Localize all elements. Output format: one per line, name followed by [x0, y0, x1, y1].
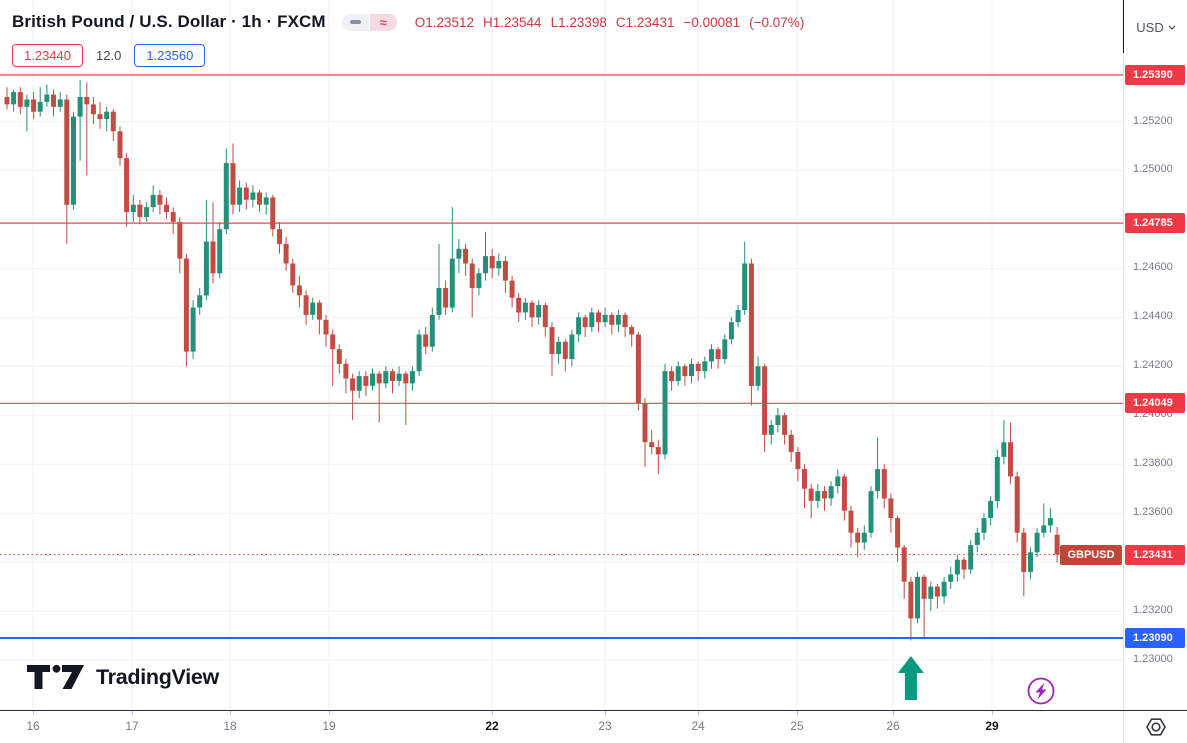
- change-percent: (−0.07%): [749, 14, 805, 30]
- time-tick-label: 16: [26, 719, 40, 733]
- time-tick-label: 29: [985, 719, 999, 733]
- lightning-button[interactable]: [1025, 675, 1057, 707]
- chevron-down-icon: [1168, 25, 1176, 30]
- open-value: 1.23512: [425, 14, 475, 30]
- axis-corner-separator: [1123, 711, 1124, 743]
- candlestick-chart[interactable]: [0, 0, 1123, 710]
- price-tick-label: 1.25200: [1133, 114, 1173, 127]
- time-tick-label: 19: [322, 719, 336, 733]
- low-value: 1.23398: [558, 14, 607, 30]
- indicator-value: 12.0: [96, 47, 122, 63]
- price-level-badge: 1.24049: [1125, 393, 1185, 414]
- price-level-badge: 1.23090: [1125, 628, 1185, 648]
- time-tick: [33, 711, 34, 715]
- time-tick: [329, 711, 330, 715]
- price-tick-label: 1.23800: [1133, 457, 1173, 470]
- hexagon-dot-icon: [1151, 722, 1161, 732]
- price-tick-label: 1.24200: [1133, 359, 1173, 372]
- minus-icon: [349, 20, 361, 24]
- instrument-status-button[interactable]: [1144, 715, 1168, 739]
- tradingview-logo[interactable]: TradingView: [27, 664, 219, 690]
- tradingview-mark-icon: [27, 664, 84, 689]
- price-tick-label: 1.23600: [1133, 506, 1173, 519]
- price-tick-label: 1.24600: [1133, 261, 1173, 274]
- price-tick-label: 1.23000: [1133, 653, 1173, 666]
- symbol-price-label: GBPUSD: [1060, 544, 1122, 565]
- time-tick: [132, 711, 133, 715]
- time-tick: [992, 711, 993, 715]
- open-label: O: [414, 14, 426, 30]
- time-tick: [893, 711, 894, 715]
- time-tick-label: 18: [223, 719, 237, 733]
- high-label: H: [483, 14, 493, 30]
- time-axis[interactable]: 16 17 18 19 22 23 24 25 26 29: [0, 710, 1187, 743]
- upper-price-alert-box[interactable]: 1.23560: [134, 43, 206, 67]
- price-line-toggles: ≈: [341, 13, 397, 31]
- time-tick-label: 25: [790, 719, 804, 733]
- tradingview-logo-text: TradingView: [96, 664, 219, 689]
- price-axis[interactable]: USD 1.25200 1.25000 1.24600 1.24400 1.24200 1…: [1123, 0, 1187, 710]
- approx-toggle-button[interactable]: ≈: [369, 13, 397, 31]
- price-level-badge: 1.25390: [1125, 65, 1185, 85]
- time-tick-label: 22: [485, 719, 499, 733]
- current-price-badge: 1.23431: [1125, 544, 1185, 565]
- price-tick-label: 1.24400: [1133, 310, 1173, 323]
- time-tick-label: 23: [598, 719, 612, 733]
- ohlc-values: O1.23512 H1.23544 L1.23398 C1.23431 −0.0…: [415, 15, 814, 30]
- time-tick: [698, 711, 699, 715]
- arrow-up-marker: [897, 656, 924, 700]
- currency-dropdown[interactable]: USD: [1124, 20, 1187, 35]
- price-level-badge: 1.24785: [1125, 213, 1185, 234]
- time-tick-label: 17: [125, 719, 139, 733]
- lightning-icon: [1035, 682, 1047, 700]
- time-tick: [492, 711, 493, 715]
- low-label: L: [550, 14, 559, 30]
- time-tick: [605, 711, 606, 715]
- price-tick-label: 1.25000: [1133, 163, 1173, 176]
- close-label: C: [615, 14, 626, 30]
- hexagon-icon: [1146, 718, 1166, 736]
- time-tick-label: 24: [691, 719, 705, 733]
- close-value: 1.23431: [625, 14, 675, 30]
- price-tick-label: 1.23200: [1133, 604, 1173, 617]
- axis-border-dark-segment: [1123, 0, 1124, 53]
- change-value: −0.00081: [683, 14, 741, 30]
- symbol-title[interactable]: British Pound / U.S. Dollar · 1h · FXCM: [12, 12, 326, 31]
- high-value: 1.23544: [492, 14, 542, 30]
- time-tick: [230, 711, 231, 715]
- minus-toggle-button[interactable]: [341, 13, 369, 31]
- time-tick: [797, 711, 798, 715]
- chart-header: British Pound / U.S. Dollar · 1h · FXCM …: [12, 8, 813, 68]
- time-tick-label: 26: [886, 719, 900, 733]
- lower-price-alert-box[interactable]: 1.23440: [12, 43, 83, 67]
